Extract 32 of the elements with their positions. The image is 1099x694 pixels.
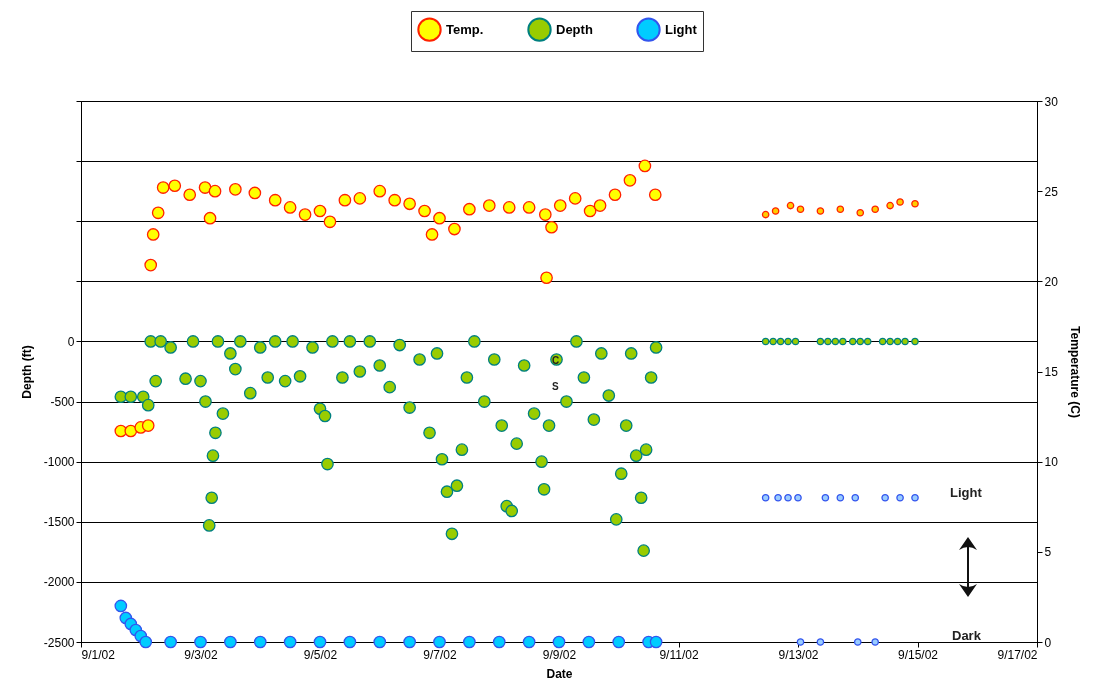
y2-tick-label: 15 xyxy=(1044,365,1059,379)
y2-tick-label: 0 xyxy=(1044,635,1052,650)
legend-label: Light xyxy=(665,21,698,37)
y2-tick-label: 5 xyxy=(1044,545,1052,560)
legend-label: Temp. xyxy=(446,21,484,37)
y2-tick-label: 10 xyxy=(1044,455,1059,470)
y2-tick-label: 20 xyxy=(1044,274,1059,289)
x-tick-label: 9/11/02 xyxy=(659,647,699,662)
y-tick-label: -500 xyxy=(50,395,75,410)
x-tick-label: 9/9/02 xyxy=(542,647,577,662)
annotation: Light xyxy=(950,485,982,500)
y2-axis-title: Temperature (C) xyxy=(1067,326,1082,418)
legend-label: Depth xyxy=(556,21,593,37)
y2-tick-label: 30 xyxy=(1044,94,1059,109)
annotation: S xyxy=(552,381,559,392)
x-tick-label: 9/15/02 xyxy=(897,647,939,662)
annotation: Dark xyxy=(952,628,981,643)
y-tick-label: -1000 xyxy=(43,455,75,470)
x-tick-label: 9/5/02 xyxy=(303,647,338,662)
x-tick-label: 9/7/02 xyxy=(423,647,457,662)
x-axis-title: Date xyxy=(546,666,573,681)
x-tick-label: 9/17/02 xyxy=(997,647,1038,662)
y2-tick-label: 25 xyxy=(1044,184,1059,199)
x-tick-label: 9/3/02 xyxy=(184,647,218,662)
y-tick-label: -2500 xyxy=(43,635,75,650)
y-axis-title: Depth (ft) xyxy=(19,345,34,399)
y-tick-label: -2000 xyxy=(43,575,75,590)
annotation: C xyxy=(552,355,560,366)
x-tick-label: 9/1/02 xyxy=(81,647,116,662)
x-tick-label: 9/13/02 xyxy=(778,647,819,662)
y-tick-label: 0 xyxy=(67,334,75,349)
y-tick-label: -1500 xyxy=(43,515,75,530)
